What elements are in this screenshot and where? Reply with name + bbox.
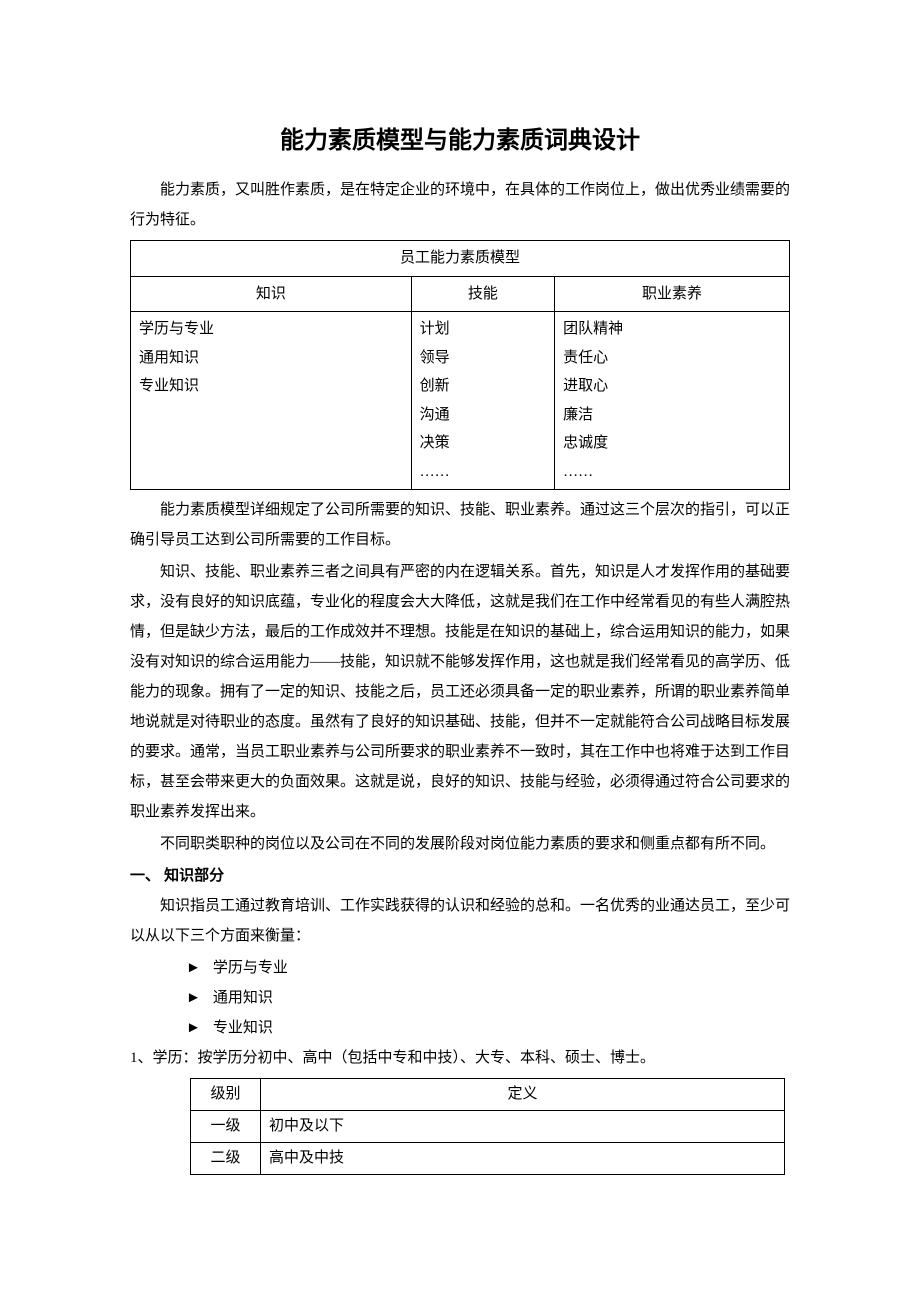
bullet-item: 学历与专业 [186, 953, 790, 983]
competency-model-table: 员工能力素质模型 知识 技能 职业素养 学历与专业通用知识专业知识 计划领导创新… [130, 240, 790, 490]
table-cell-item: …… [563, 458, 781, 487]
document-title: 能力素质模型与能力素质词典设计 [130, 120, 790, 155]
item-1-text: 1、学历：按学历分初中、高中（包括中专和中技）、大专、本科、硕士、博士。 [130, 1043, 790, 1073]
definition-cell: 初中及以下 [261, 1111, 785, 1143]
table-cell-item: 学历与专业 [139, 315, 403, 344]
paragraph-2: 能力素质模型详细规定了公司所需要的知识、技能、职业素养。通过这三个层次的指引，可… [130, 495, 790, 555]
table-header: 职业素养 [555, 276, 790, 312]
level-cell: 一级 [191, 1111, 261, 1143]
knowledge-bullet-list: 学历与专业通用知识专业知识 [130, 953, 790, 1043]
table-cell-item: 专业知识 [139, 372, 403, 401]
table-cell-item: 通用知识 [139, 344, 403, 373]
table-cell: 学历与专业通用知识专业知识 [131, 312, 412, 490]
table-cell-item: 计划 [420, 315, 546, 344]
table-header: 知识 [131, 276, 412, 312]
table-cell: 团队精神责任心进取心廉洁忠诚度…… [555, 312, 790, 490]
intro-paragraph: 能力素质，又叫胜作素质，是在特定企业的环境中，在具体的工作岗位上，做出优秀业绩需… [130, 175, 790, 235]
table-cell-item: 责任心 [563, 344, 781, 373]
table-cell-item: 决策 [420, 429, 546, 458]
level-table-header: 定义 [261, 1079, 785, 1111]
table-cell: 计划领导创新沟通决策…… [411, 312, 554, 490]
paragraph-3: 知识、技能、职业素养三者之间具有严密的内在逻辑关系。首先，知识是人才发挥作用的基… [130, 557, 790, 827]
table-cell-item: 创新 [420, 372, 546, 401]
bullet-item: 通用知识 [186, 983, 790, 1013]
level-table-header: 级别 [191, 1079, 261, 1111]
section-1-intro: 知识指员工通过教育培训、工作实践获得的认识和经验的总和。一名优秀的业通达员工，至… [130, 891, 790, 951]
table-row: 二级高中及中技 [191, 1143, 785, 1175]
table-cell-item: 进取心 [563, 372, 781, 401]
definition-cell: 高中及中技 [261, 1143, 785, 1175]
education-level-table: 级别 定义 一级初中及以下二级高中及中技 [190, 1078, 785, 1175]
section-1-heading: 一、 知识部分 [130, 861, 790, 891]
table-cell-item: 廉洁 [563, 401, 781, 430]
paragraph-4: 不同职类职种的岗位以及公司在不同的发展阶段对岗位能力素质的要求和侧重点都有所不同… [130, 829, 790, 859]
table-cell-item: …… [420, 458, 546, 487]
table-cell-item: 领导 [420, 344, 546, 373]
table-cell-item: 团队精神 [563, 315, 781, 344]
table-header: 技能 [411, 276, 554, 312]
bullet-item: 专业知识 [186, 1013, 790, 1043]
table-row: 一级初中及以下 [191, 1111, 785, 1143]
table-caption: 员工能力素质模型 [131, 241, 790, 277]
level-cell: 二级 [191, 1143, 261, 1175]
table-cell-item: 忠诚度 [563, 429, 781, 458]
table-cell-item: 沟通 [420, 401, 546, 430]
